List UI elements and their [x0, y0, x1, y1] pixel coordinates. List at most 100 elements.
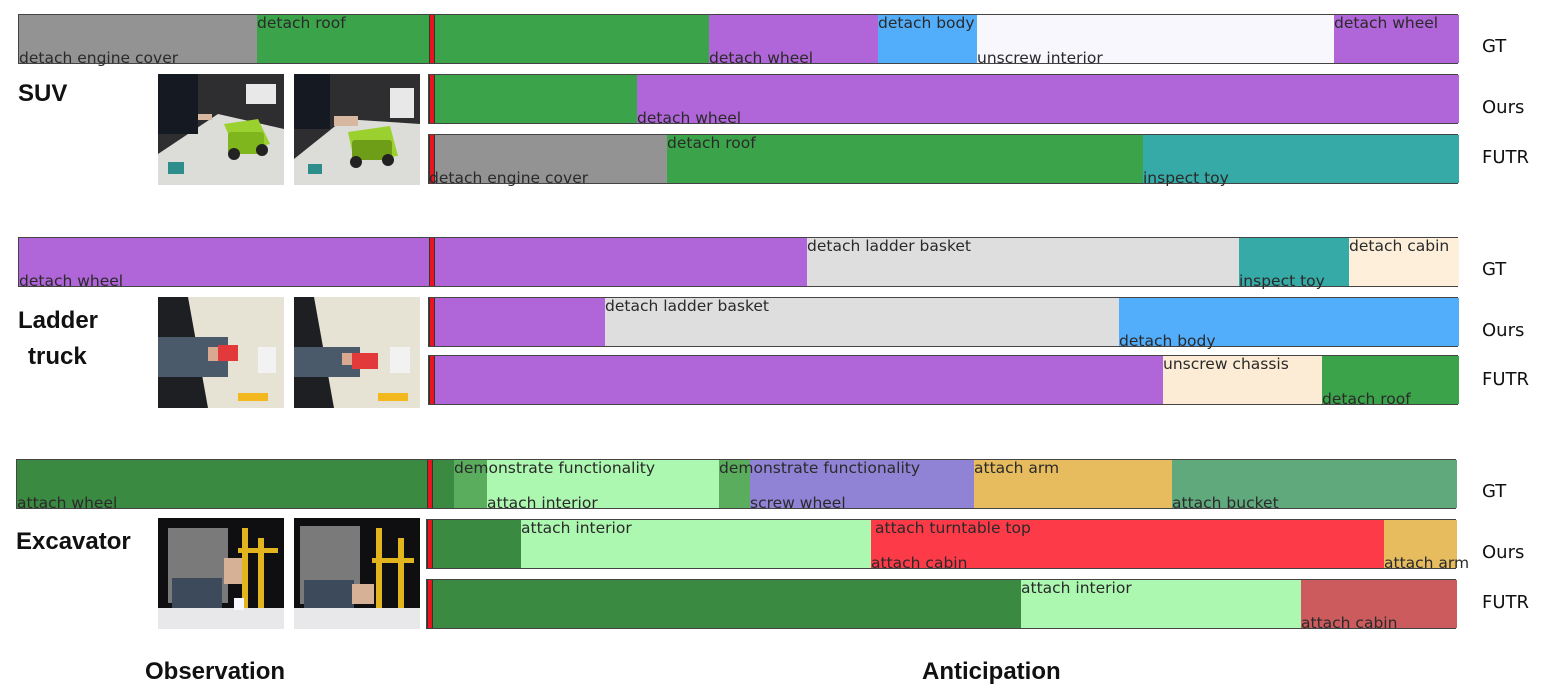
action-segment — [487, 460, 719, 508]
observation-end-marker — [427, 520, 433, 568]
timeline-bar-futr: detach engine cover detach roof inspect to… — [428, 134, 1459, 187]
action-segment — [1163, 356, 1322, 404]
observation-end-marker — [427, 580, 433, 628]
segment-label: detach engine cover — [19, 49, 179, 67]
observation-end-marker — [429, 75, 435, 123]
segment-label: detach roof — [667, 134, 756, 152]
timeline-bar-futr: attach interior attach cabin — [426, 579, 1457, 632]
observation-end-marker — [429, 356, 435, 404]
segment-label: demonstrate functionality — [719, 459, 921, 477]
action-segment — [1301, 580, 1457, 628]
action-segment — [17, 460, 454, 508]
segment-label: detach body — [1119, 332, 1216, 350]
observation-frame-1 — [158, 518, 284, 629]
timeline-bar-gt: detach wheel detach ladder basket inspect … — [18, 237, 1459, 290]
segment-label: detach wheel — [637, 109, 742, 127]
segment-label: attach wheel — [17, 494, 118, 512]
action-segment — [1334, 15, 1459, 63]
row-label-gt: GT — [1482, 36, 1507, 57]
segment-label: detach wheel — [19, 272, 124, 290]
segment-label: unscrew interior — [977, 49, 1103, 67]
timeline-bar-ours: detach wheel — [428, 74, 1459, 127]
action-segment — [1239, 238, 1349, 286]
segment-label: detach ladder basket — [605, 297, 769, 315]
action-segment — [1143, 135, 1459, 183]
action-segment — [427, 580, 1021, 628]
segment-label: demonstrate functionality — [454, 459, 656, 477]
segment-label: attach turntable top — [875, 519, 1031, 537]
observation-end-marker — [429, 238, 435, 286]
segment-label: attach arm — [1384, 554, 1470, 572]
timeline-bar-gt: detach engine cover detach roof detach whe… — [18, 14, 1459, 67]
segment-label: attach cabin — [1301, 614, 1398, 632]
anticipation-caption: Anticipation — [922, 658, 1061, 685]
action-segment — [807, 238, 1239, 286]
observation-frame-2 — [294, 297, 420, 408]
object-label-line: Ladder — [18, 307, 99, 334]
action-segment — [427, 520, 521, 568]
action-segment — [1021, 580, 1301, 628]
segment-label: inspect toy — [1239, 272, 1325, 290]
segment-label: unscrew chassis — [1163, 355, 1289, 373]
action-segment — [1119, 298, 1459, 346]
action-segment — [429, 298, 605, 346]
observation-caption: Observation — [145, 658, 286, 685]
action-segment — [1384, 520, 1457, 568]
observation-end-marker — [427, 460, 433, 508]
segment-label: detach roof — [1322, 390, 1411, 408]
timeline-bar-ours: attach interior attach turntable top attac… — [426, 519, 1469, 572]
observation-frame-2 — [294, 518, 420, 629]
segment-label: detach roof — [257, 14, 346, 32]
segment-label: attach interior — [521, 519, 632, 537]
action-segment — [1322, 356, 1459, 404]
action-segment — [429, 135, 667, 183]
action-segment — [974, 460, 1172, 508]
action-segment — [454, 460, 487, 508]
action-segment — [719, 460, 750, 508]
segment-label: attach arm — [974, 459, 1060, 477]
action-segment — [667, 135, 1143, 183]
action-segment — [429, 75, 637, 123]
observation-end-marker — [429, 298, 435, 346]
action-segment — [750, 460, 974, 508]
action-segment — [605, 298, 1119, 346]
observation-frame-1 — [158, 297, 284, 408]
segment-label: detach wheel — [709, 49, 814, 67]
object-label-line: SUV — [18, 80, 68, 107]
segment-label: attach bucket — [1172, 494, 1279, 512]
row-label-futr: FUTR — [1482, 369, 1530, 390]
segment-label: attach interior — [1021, 579, 1132, 597]
segment-label: detach engine cover — [429, 169, 589, 187]
object-label: Excavator — [16, 524, 131, 560]
row-label-ours: Ours — [1482, 542, 1525, 563]
action-segment — [1172, 460, 1457, 508]
row-label-futr: FUTR — [1482, 592, 1530, 613]
observation-frame-1 — [158, 74, 284, 185]
observation-end-marker — [429, 15, 435, 63]
row-label-futr: FUTR — [1482, 147, 1530, 168]
action-segment — [19, 238, 807, 286]
row-label-ours: Ours — [1482, 320, 1525, 341]
segment-label: attach interior — [487, 494, 598, 512]
observation-frame-2 — [294, 74, 420, 185]
timeline-bar-gt: attach wheel demonstrate functionality att… — [16, 459, 1457, 512]
segment-label: detach cabin — [1349, 237, 1450, 255]
observation-end-marker — [429, 135, 435, 183]
object-label-line: truck — [28, 343, 87, 370]
action-segment — [871, 520, 1384, 568]
object-label: SUV — [18, 76, 67, 112]
action-segment — [521, 520, 871, 568]
segment-label: screw wheel — [750, 494, 846, 512]
action-segment — [1349, 238, 1459, 286]
segment-label: attach cabin — [871, 554, 968, 572]
action-segment — [19, 15, 257, 63]
action-segment — [429, 356, 1163, 404]
row-label-ours: Ours — [1482, 97, 1525, 118]
segment-label: inspect toy — [1143, 169, 1229, 187]
timeline-bar-futr: unscrew chassis detach roof — [428, 355, 1459, 408]
segment-label: detach body — [878, 14, 975, 32]
segment-label: detach wheel — [1334, 14, 1439, 32]
action-segment — [257, 15, 709, 63]
action-segment — [878, 15, 977, 63]
object-label-line: Excavator — [16, 528, 131, 555]
